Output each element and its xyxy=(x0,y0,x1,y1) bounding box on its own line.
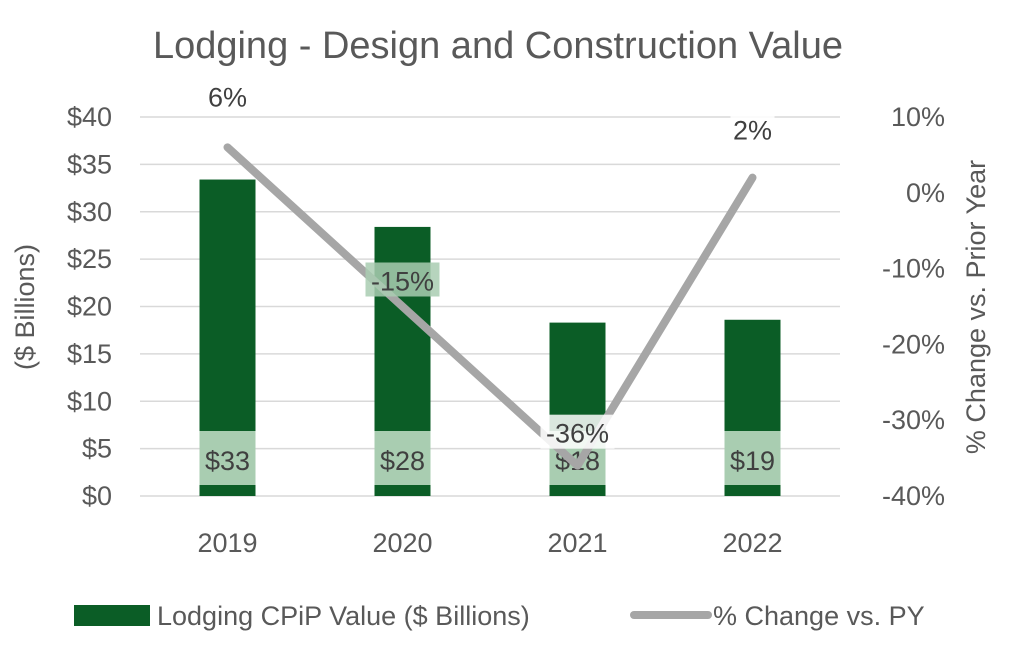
y-tick-label: $40 xyxy=(67,102,112,132)
line-data-label: -15% xyxy=(371,267,434,297)
x-tick-label: 2021 xyxy=(547,528,607,558)
line-data-label: 2% xyxy=(733,116,772,146)
y-tick-label: $5 xyxy=(82,434,112,464)
y-tick-label: $0 xyxy=(82,481,112,511)
line-label-box xyxy=(730,111,775,146)
line-point xyxy=(751,176,754,179)
y-axis-ticks: $0 $5 $10 $15 $20 $25 $30 $35 $40 xyxy=(67,102,112,511)
x-tick-label: 2019 xyxy=(197,528,257,558)
y-tick-label: $25 xyxy=(67,244,112,274)
y2-tick-label: -30% xyxy=(882,405,945,435)
bar-data-label: $19 xyxy=(730,446,775,476)
y-tick-label: $35 xyxy=(67,149,112,179)
line-data-label: -36% xyxy=(546,419,609,449)
line-point xyxy=(576,464,579,467)
x-tick-label: 2020 xyxy=(372,528,432,558)
bar-data-labels: $33 $28 $18 $19 xyxy=(199,431,781,485)
bar-label-box xyxy=(374,431,431,485)
y2-tick-label: -20% xyxy=(882,329,945,359)
line-point xyxy=(226,146,229,149)
line-label-box xyxy=(205,78,250,113)
y2-axis-label: % Change vs. Prior Year xyxy=(961,160,991,454)
line-series xyxy=(223,143,757,470)
y-tick-label: $10 xyxy=(67,386,112,416)
y-tick-label: $30 xyxy=(67,197,112,227)
legend: Lodging CPiP Value ($ Billions) % Change… xyxy=(74,601,925,631)
y2-tick-label: -40% xyxy=(882,481,945,511)
x-tick-label: 2022 xyxy=(722,528,782,558)
legend-bar-swatch xyxy=(74,605,150,626)
chart-title: Lodging - Design and Construction Value xyxy=(153,25,843,67)
y2-tick-label: 0% xyxy=(906,178,945,208)
legend-bar-label: Lodging CPiP Value ($ Billions) xyxy=(157,601,530,631)
gridlines xyxy=(140,116,840,497)
bar-data-label: $33 xyxy=(205,446,250,476)
y2-tick-label: 10% xyxy=(891,102,945,132)
line-data-label: 6% xyxy=(208,82,247,112)
y-tick-label: $15 xyxy=(67,339,112,369)
legend-line-label: % Change vs. PY xyxy=(713,601,925,631)
y-tick-label: $20 xyxy=(67,292,112,322)
y-axis-label: ($ Billions) xyxy=(10,244,40,370)
bar-label-box xyxy=(724,431,781,485)
line-series-path xyxy=(223,143,757,470)
line-data-labels: 6% -15% -36% 2% xyxy=(205,78,775,449)
line-label-box xyxy=(540,414,615,449)
line-point xyxy=(401,305,404,308)
bar-label-box xyxy=(199,431,256,485)
line-label-box xyxy=(365,262,440,297)
y2-tick-label: -10% xyxy=(882,254,945,284)
x-axis-ticks: 2019 2020 2021 2022 xyxy=(197,528,782,558)
bar-data-label: $28 xyxy=(380,446,425,476)
y2-axis-ticks: -40% -30% -20% -10% 0% 10% xyxy=(882,102,945,511)
